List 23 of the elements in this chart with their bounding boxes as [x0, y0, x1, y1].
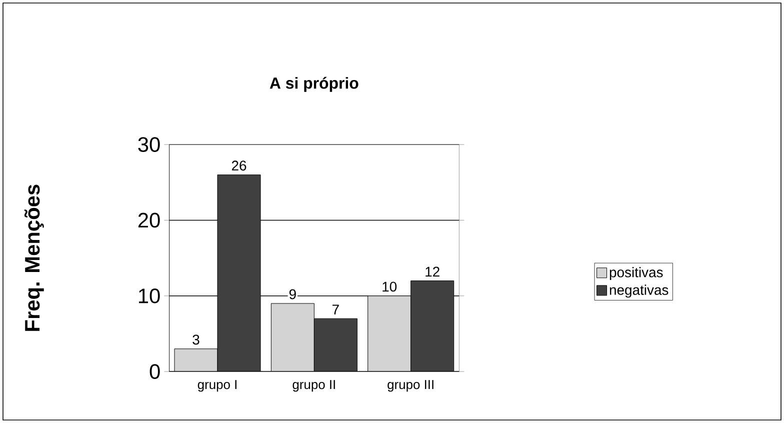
y-axis-title: Freq. Menções: [24, 184, 44, 331]
x-tick-label: grupo III: [388, 380, 434, 392]
data-label: 9: [289, 289, 296, 300]
y-tick-label: 20: [138, 212, 160, 228]
bar: [271, 303, 314, 372]
y-tick-label: 0: [150, 364, 160, 379]
data-label: 12: [426, 266, 440, 276]
bar: [410, 280, 454, 372]
legend-label: positivas: [610, 267, 663, 280]
data-label: 26: [232, 160, 246, 171]
data-label: 10: [382, 282, 397, 292]
bar: [218, 174, 261, 372]
legend-label: negativas: [610, 284, 668, 298]
x-tick-label: grupo II: [292, 380, 335, 392]
bar: [314, 318, 358, 372]
bar: [174, 348, 218, 372]
data-label: 3: [192, 334, 200, 345]
chart-title: A si próprio: [270, 76, 358, 92]
data-label: 7: [332, 304, 339, 314]
x-tick-label: grupo I: [198, 380, 236, 392]
bar: [368, 296, 412, 372]
y-tick-label: 10: [138, 288, 160, 304]
y-tick-label: 30: [138, 137, 160, 152]
